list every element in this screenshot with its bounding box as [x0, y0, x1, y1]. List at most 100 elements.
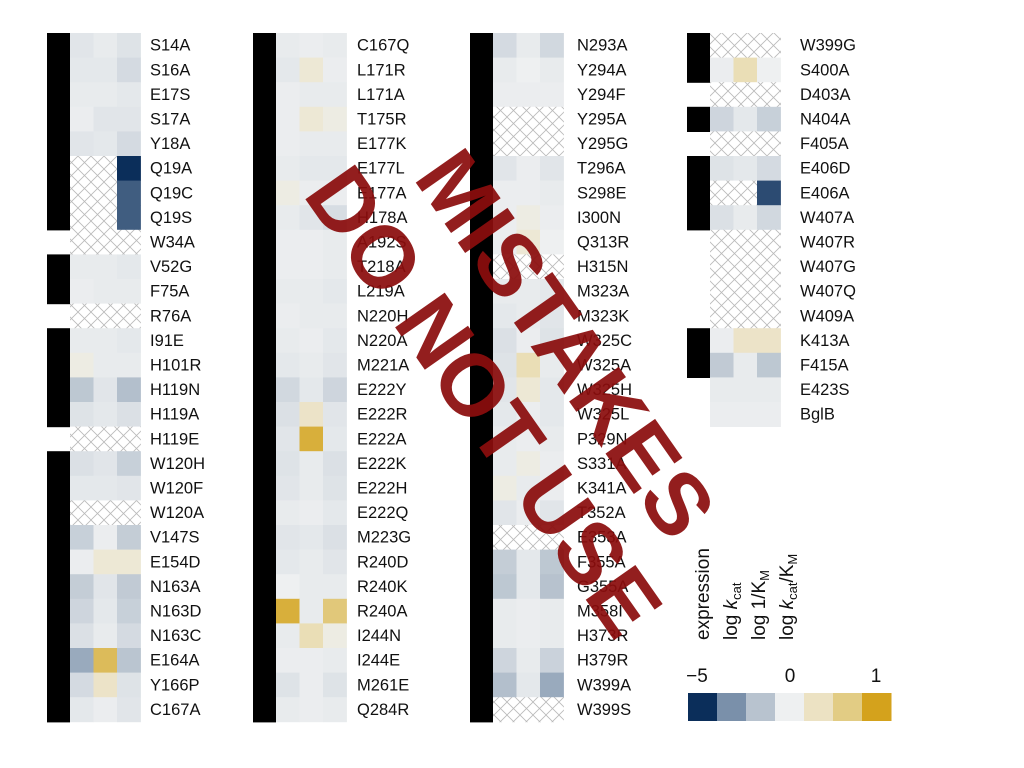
- expression-bar-i91e: [47, 328, 70, 354]
- cell-kcat-km-a192s: [323, 229, 347, 255]
- cell-km-h119n: [93, 377, 118, 403]
- cell-kcat-km-w120a: [117, 500, 141, 526]
- cell-kcat-w120a: [70, 500, 94, 526]
- cell-kcat-s400a: [710, 57, 734, 83]
- cell-kcat-km-n163d: [117, 598, 141, 624]
- cell-km-s16a: [93, 57, 118, 83]
- legend-swatch-4: [804, 693, 834, 721]
- cell-km-n163c: [93, 623, 118, 649]
- expression-bar-w399g: [687, 33, 710, 59]
- mutant-label-e353a: E353A: [577, 529, 627, 547]
- expression-bar-q284r: [253, 697, 276, 723]
- cell-kcat-km-q313r: [540, 229, 564, 255]
- mutant-label-d403a: D403A: [800, 86, 850, 104]
- mutant-label-w409a: W409A: [800, 307, 854, 325]
- mutant-label-n404a: N404A: [800, 111, 850, 129]
- cell-kcat-km-r240k: [323, 574, 347, 600]
- cell-kcat-l171a: [276, 82, 300, 108]
- cell-kcat-km-k341a: [540, 475, 564, 501]
- cell-kcat-w407r: [710, 229, 734, 255]
- expression-bar-s17a: [47, 106, 70, 132]
- cell-kcat-e222k: [276, 451, 300, 477]
- expression-bar-s331a: [470, 451, 493, 477]
- expression-bar-y295a: [470, 106, 493, 132]
- expression-bar-n220a: [253, 328, 276, 354]
- cell-kcat-w120h: [70, 451, 94, 477]
- cell-km-t352a: [516, 500, 541, 526]
- cell-kcat-i300n: [493, 205, 517, 231]
- mutant-label-m323k: M323K: [577, 307, 629, 325]
- cell-kcat-q19s: [70, 205, 94, 231]
- cell-km-n293a: [516, 33, 541, 58]
- cell-km-w399s: [516, 697, 541, 723]
- cell-km-w407a: [733, 205, 758, 231]
- cell-kcat-km-q19c: [117, 180, 141, 206]
- cell-km-w34a: [93, 229, 118, 255]
- mutant-label-n220h: N220H: [357, 307, 408, 325]
- cell-kcat-km-p329n: [540, 426, 564, 452]
- cell-kcat-km-f355a: [540, 549, 564, 575]
- expression-bar-w120f: [47, 475, 70, 501]
- cell-kcat-s331a: [493, 451, 517, 477]
- mutant-label-v52g: V52G: [150, 258, 192, 276]
- mutant-label-i244n: I244N: [357, 627, 401, 645]
- expression-bar-h315n: [470, 254, 493, 280]
- mutant-label-s17a: S17A: [150, 111, 190, 129]
- cell-kcat-km-e353a: [540, 525, 564, 550]
- mutant-labels: S14A S16A E17S S17A Y18A Q19A Q19C Q19S W34A V52G…: [150, 37, 856, 719]
- cell-kcat-km-s298e: [540, 180, 564, 206]
- mutant-label-h373r: H373R: [577, 627, 628, 645]
- cell-kcat-k413a: [710, 328, 734, 354]
- mutant-label-s14a: S14A: [150, 37, 190, 55]
- cell-kcat-q19a: [70, 156, 94, 181]
- cell-kcat-h101r: [70, 352, 94, 378]
- column-label-log-kcat: log kcat: [721, 582, 744, 640]
- mutant-label-w120h: W120H: [150, 455, 205, 473]
- mutant-label-c167q: C167Q: [357, 37, 409, 55]
- cell-kcat-h119a: [70, 402, 94, 427]
- mutant-label-q19s: Q19S: [150, 209, 192, 227]
- cell-kcat-km-s17a: [117, 106, 141, 132]
- cell-km-y18a: [93, 131, 118, 157]
- expression-bar-h379r: [470, 648, 493, 674]
- cell-km-d403a: [733, 82, 758, 108]
- cell-kcat-km-r240d: [323, 549, 347, 575]
- cell-kcat-km-l219a: [323, 279, 347, 304]
- cell-kcat-km-w399s: [540, 697, 564, 723]
- cell-kcat-w325l: [493, 402, 517, 427]
- expression-bar-w325h: [470, 377, 493, 403]
- cell-kcat-km-y294f: [540, 82, 564, 108]
- cell-km-i300n: [516, 205, 541, 231]
- cell-km-q284r: [299, 697, 324, 723]
- cell-kcat-km-r240a: [323, 598, 347, 624]
- expression-bar-l171r: [253, 57, 276, 83]
- cell-kcat-r240k: [276, 574, 300, 600]
- expression-bar-v52g: [47, 254, 70, 280]
- cell-kcat-km-k413a: [757, 328, 781, 354]
- cell-km-s14a: [93, 33, 118, 58]
- cell-kcat-f355a: [493, 549, 517, 575]
- cell-kcat-e222y: [276, 377, 300, 403]
- mutant-label-f405a: F405A: [800, 135, 849, 153]
- column-axis-labels: expression log kcat log 1/KM log kcat/KM: [693, 548, 800, 640]
- cell-km-t296a: [516, 156, 541, 181]
- mutant-label-w325h: W325H: [577, 381, 632, 399]
- expression-bar-e154d: [47, 549, 70, 575]
- mutant-label-w34a: W34A: [150, 234, 195, 252]
- cell-km-r240k: [299, 574, 324, 600]
- mutant-label-e222a: E222A: [357, 430, 407, 448]
- mutant-label-a192s: A192S: [357, 234, 407, 252]
- mutant-label-g355a: G355A: [577, 578, 628, 596]
- mutant-label-s400a: S400A: [800, 61, 850, 79]
- color-legend: −5 0 1: [686, 666, 892, 721]
- cell-kcat-km-e222a: [323, 426, 347, 452]
- cell-km-bglb: [733, 402, 758, 427]
- cell-kcat-e353a: [493, 525, 517, 550]
- cell-kcat-s16a: [70, 57, 94, 83]
- expression-bar-h373r: [470, 623, 493, 649]
- cell-kcat-e177k: [276, 131, 300, 157]
- cell-kcat-km-w407q: [757, 279, 781, 304]
- cell-kcat-km-s16a: [117, 57, 141, 83]
- cell-km-m323k: [516, 303, 541, 329]
